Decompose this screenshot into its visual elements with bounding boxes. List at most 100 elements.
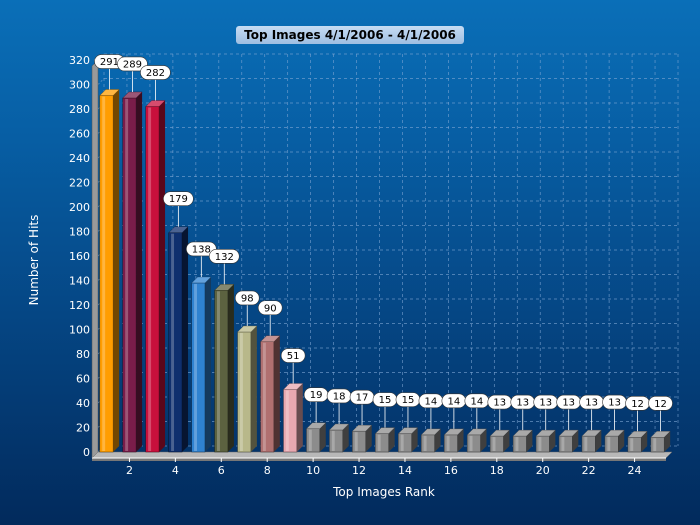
bar-top (214, 284, 235, 291)
bar-highlight (607, 437, 611, 451)
bar-side (480, 428, 487, 452)
data-label-text: 138 (192, 244, 211, 255)
floor-front (92, 458, 666, 461)
bar-top (558, 429, 579, 437)
bar-front (512, 435, 527, 453)
data-label-text: 15 (379, 395, 392, 406)
data-label: 19 (303, 387, 329, 423)
data-label: 282 (140, 65, 171, 101)
data-label-text: 90 (264, 303, 277, 314)
bar-side (319, 422, 326, 452)
bar-top (650, 431, 671, 438)
bar-front (581, 435, 596, 453)
bar-side (296, 383, 303, 452)
bar-side (227, 284, 234, 452)
bar-front (237, 331, 252, 453)
bar-front (122, 97, 137, 453)
bar-highlight (561, 437, 565, 451)
data-label-bubble (186, 241, 217, 257)
bar (99, 89, 120, 453)
x-tick-label: 8 (264, 464, 271, 477)
bar-highlight (446, 435, 450, 451)
data-label: 51 (280, 348, 306, 384)
bar (351, 424, 373, 453)
data-label-text: 98 (241, 293, 254, 304)
bar-side (572, 430, 579, 452)
bar (512, 429, 533, 453)
data-label: 14 (464, 393, 490, 429)
bar-highlight (285, 390, 289, 451)
bar-side (411, 427, 418, 452)
bar (420, 428, 442, 453)
bar-front (214, 290, 229, 453)
bar (237, 325, 258, 453)
bar-top (512, 429, 533, 437)
data-label: 179 (163, 191, 194, 227)
y-tick-label: 40 (76, 397, 90, 410)
data-label: 13 (556, 394, 581, 431)
y-tick-label: 220 (69, 177, 90, 190)
bar (627, 431, 648, 453)
bar (466, 428, 487, 453)
bar-front (535, 435, 550, 453)
bar-highlight (239, 332, 243, 451)
bar-top (351, 424, 373, 432)
bar-side (273, 335, 280, 452)
bar (305, 422, 327, 453)
y-tick-label: 0 (83, 446, 90, 459)
bar-side (664, 431, 671, 452)
y-tick-label: 240 (69, 152, 90, 165)
bar-highlight (354, 432, 358, 451)
bar-front (558, 435, 573, 453)
x-axis-title: Top Images Rank (332, 485, 435, 499)
bar-side (182, 226, 189, 452)
bar-top (466, 428, 487, 436)
y-tick-label: 20 (76, 422, 90, 435)
bar (145, 100, 166, 453)
bars (99, 89, 671, 453)
x-tick-label: 12 (352, 464, 366, 477)
data-label: 18 (326, 388, 352, 424)
data-label-text: 13 (539, 398, 552, 409)
bar-highlight (423, 435, 427, 451)
x-tick-label: 18 (490, 464, 504, 477)
y-tick-label: 180 (69, 226, 90, 239)
bar-top (168, 226, 189, 233)
bar-top (489, 429, 510, 437)
bar (604, 429, 625, 453)
data-label-bubble (234, 290, 260, 306)
bar-top (305, 422, 327, 429)
data-label: 17 (349, 389, 375, 426)
bar-top (397, 427, 419, 434)
bar (535, 429, 556, 453)
y-tick-label: 260 (69, 128, 90, 141)
bar (168, 226, 189, 453)
y-tick-label: 160 (69, 250, 90, 263)
y-tick-label: 80 (76, 348, 90, 361)
data-label: 132 (208, 249, 240, 285)
bar-front (421, 434, 435, 453)
data-label-text: 282 (146, 68, 165, 79)
data-label-text: 13 (493, 398, 506, 409)
bar-highlight (653, 438, 657, 451)
bar-top (237, 325, 258, 333)
bar-highlight (331, 430, 335, 451)
data-label-text: 13 (608, 398, 621, 409)
bar (122, 91, 143, 453)
data-label: 15 (372, 392, 398, 428)
bar-highlight (630, 438, 634, 451)
bar-top (443, 428, 465, 436)
bar-front (398, 433, 412, 453)
x-tick-label: 2 (126, 464, 133, 477)
data-label: 291 (94, 54, 125, 90)
y-tick-label: 320 (69, 54, 90, 67)
x-tick-label: 16 (444, 464, 458, 477)
data-label-text: 13 (562, 398, 575, 409)
bar-side (526, 430, 533, 452)
y-tick-label: 280 (69, 103, 90, 116)
y-tick-label: 60 (76, 373, 90, 386)
bar (260, 335, 281, 453)
bar-side (365, 425, 372, 452)
bar-top (420, 428, 442, 436)
